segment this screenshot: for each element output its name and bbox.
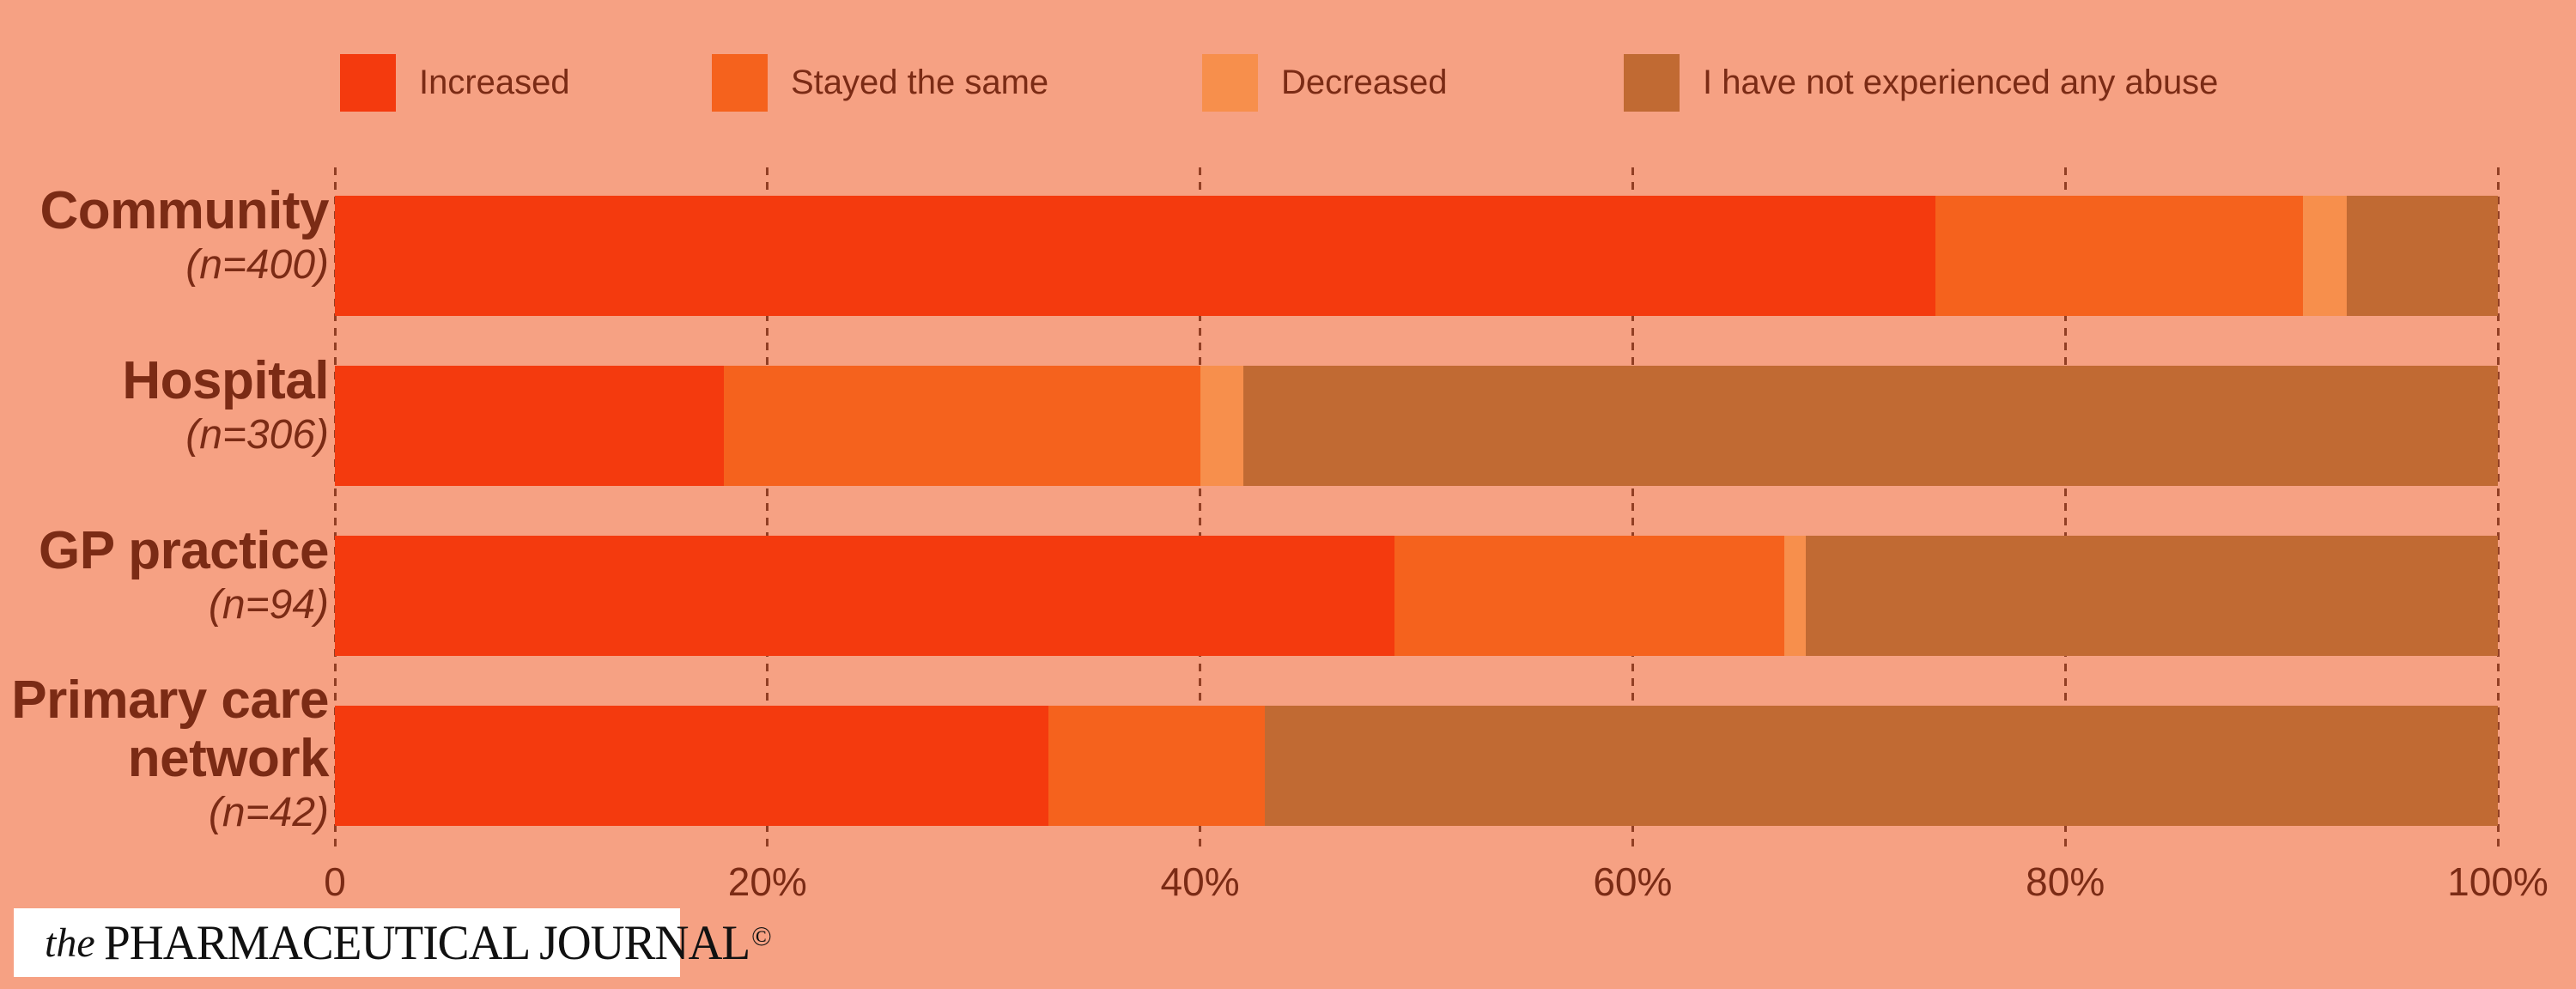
bar-segment xyxy=(1048,706,1266,826)
bar-segment xyxy=(2346,196,2498,316)
logo-name: PHARMACEUTICAL JOURNAL© xyxy=(103,915,772,970)
bar-segment xyxy=(335,366,725,486)
legend-swatch xyxy=(340,54,396,112)
bar-segment xyxy=(1200,366,1243,486)
x-tick-label: 40% xyxy=(1160,859,1240,904)
bar-segment xyxy=(1935,196,2304,316)
bar-segment xyxy=(1805,536,2498,656)
legend-label: I have not experienced any abuse xyxy=(1703,64,2219,101)
category-sample-size: (n=94) xyxy=(208,582,329,628)
x-tick-label: 0 xyxy=(324,859,346,904)
bar-segment xyxy=(1242,366,2498,486)
logo-the: the xyxy=(45,919,95,966)
bar-segment xyxy=(2303,196,2347,316)
category-name: GP practice xyxy=(39,521,329,580)
bar-segment xyxy=(1265,706,2498,826)
category-sample-size: (n=306) xyxy=(185,412,329,458)
legend-swatch xyxy=(1624,54,1680,112)
x-tick-label: 20% xyxy=(727,859,807,904)
category-label: Hospital (n=306) xyxy=(0,352,329,460)
bar-segment xyxy=(724,366,1200,486)
copyright-mark: © xyxy=(750,919,772,951)
legend-item: Decreased xyxy=(1202,54,1447,112)
legend-item: Stayed the same xyxy=(712,54,1048,112)
bar-row xyxy=(335,706,2498,826)
bar-segment xyxy=(335,536,1395,656)
bar-segment xyxy=(335,706,1049,826)
pharmaceutical-journal-logo: the PHARMACEUTICAL JOURNAL© xyxy=(14,908,771,977)
gridline xyxy=(2496,167,2500,852)
bar-segment xyxy=(1394,536,1784,656)
x-tick-label: 80% xyxy=(2026,859,2105,904)
gridline xyxy=(766,167,769,852)
category-name: network xyxy=(127,729,330,788)
x-tick-label: 100% xyxy=(2447,859,2549,904)
category-sample-size: (n=42) xyxy=(208,790,329,835)
gridline xyxy=(1631,167,1634,852)
category-name: Hospital xyxy=(122,351,329,410)
gridline xyxy=(2063,167,2067,852)
legend-swatch xyxy=(712,54,768,112)
x-tick-label: 60% xyxy=(1593,859,1673,904)
bar-segment xyxy=(335,196,1936,316)
legend-label: Stayed the same xyxy=(791,64,1049,101)
legend-label: Increased xyxy=(419,64,570,101)
gridline xyxy=(333,167,337,852)
category-name: Primary care xyxy=(11,670,329,730)
bar-row xyxy=(335,196,2498,316)
category-sample-size: (n=400) xyxy=(185,242,329,288)
legend-item: Increased xyxy=(340,54,570,112)
bar-row xyxy=(335,536,2498,656)
category-name: Community xyxy=(39,181,330,240)
bar-row xyxy=(335,366,2498,486)
legend-swatch xyxy=(1202,54,1258,112)
gridline xyxy=(1199,167,1202,852)
category-label: Primary care network (n=42) xyxy=(0,671,329,838)
bar-segment xyxy=(1783,536,1806,656)
legend-item: I have not experienced any abuse xyxy=(1624,54,2218,112)
category-label: Community (n=400) xyxy=(0,181,330,290)
category-label: GP practice (n=94) xyxy=(0,522,329,630)
legend-label: Decreased xyxy=(1281,64,1448,101)
